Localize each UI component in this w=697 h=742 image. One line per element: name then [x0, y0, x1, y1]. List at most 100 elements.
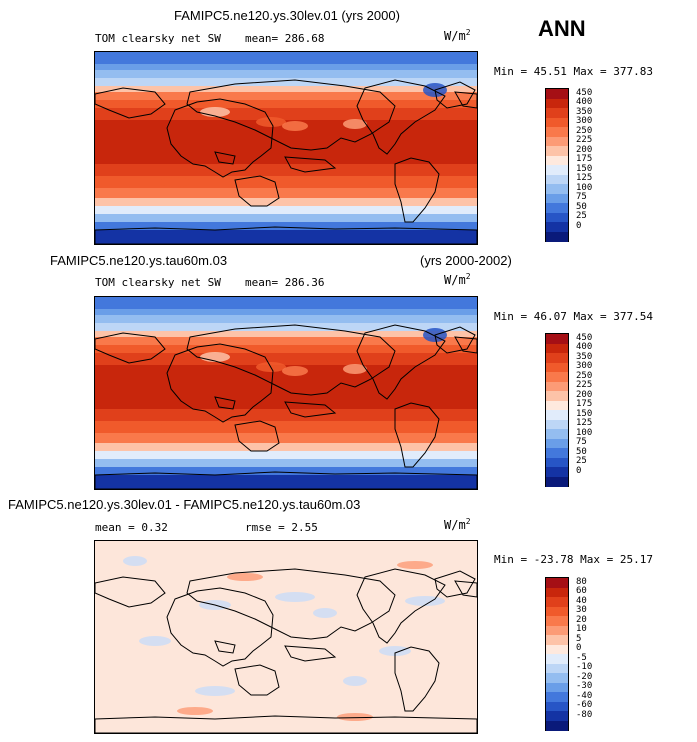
panel-2-minmax: Min = 46.07 Max = 377.54 [494, 310, 653, 323]
colorbar-label: 0 [576, 643, 582, 654]
colorbar-box [546, 127, 568, 137]
map-band [95, 108, 477, 120]
colorbar-label: 200 [576, 389, 593, 400]
coastline [434, 570, 476, 598]
colorbar-label: 125 [576, 173, 593, 184]
map-band [95, 421, 477, 433]
coastline [214, 396, 236, 410]
colorbar-box [546, 381, 568, 392]
colorbar-box [546, 682, 568, 693]
colorbar-label: 175 [576, 154, 593, 165]
coastline [234, 664, 280, 696]
colorbar-box [546, 391, 568, 401]
map-band [95, 230, 477, 244]
colorbar-label: 25 [576, 456, 587, 467]
map-band [95, 188, 477, 198]
map-band [95, 443, 477, 451]
panel-1-subtitle: TOM clearsky net SW [95, 32, 221, 45]
diff-warm-patch [177, 707, 213, 715]
colorbar-box [546, 663, 568, 674]
colorbar-label: 10 [576, 624, 587, 635]
colorbar-box [546, 711, 568, 721]
map-band [95, 164, 477, 176]
panel-2-map [94, 296, 478, 490]
panel-3-colorbar: 80 60 40 30 20 10 5 0 -5 -10 -20 -30 -40 -60 -80 [545, 577, 592, 731]
colorbar-label: 50 [576, 201, 587, 212]
colorbar-label: 75 [576, 437, 587, 448]
map-band [95, 297, 477, 309]
coastline [95, 715, 477, 733]
colorbar-box [546, 174, 568, 185]
colorbar-label: 450 [576, 332, 593, 343]
panel-2-subtitle: TOM clearsky net SW [95, 276, 221, 289]
colorbar-box [546, 578, 568, 588]
map-feature [160, 177, 190, 187]
map-band [95, 52, 477, 64]
diff-patch [313, 608, 337, 618]
map-band [95, 475, 477, 489]
colorbar-label: 125 [576, 418, 593, 429]
coastline [284, 156, 337, 173]
colorbar-label: -30 [576, 681, 593, 692]
panel-3-map [94, 540, 478, 734]
map-band [95, 467, 477, 475]
colorbar-box [546, 654, 568, 664]
diff-patch [343, 676, 367, 686]
colorbar-label: 60 [576, 586, 587, 597]
coastline [186, 79, 396, 151]
colorbar-box [546, 692, 568, 702]
map-band [95, 337, 477, 345]
panel-3-mean: mean = 0.32 [95, 521, 168, 534]
coastline [394, 402, 440, 468]
diff-warm-patch [227, 573, 263, 581]
colorbar-label: 150 [576, 408, 593, 419]
colorbar-label: 40 [576, 595, 587, 606]
coastline [186, 568, 396, 640]
colorbar-box [546, 222, 568, 232]
colorbar-box [546, 203, 568, 213]
colorbar-label: 300 [576, 116, 593, 127]
colorbar-label: -60 [576, 700, 593, 711]
coastline [394, 646, 440, 712]
map-band [95, 92, 477, 100]
colorbar-label: -40 [576, 690, 593, 701]
colorbar-box [546, 165, 568, 175]
colorbar-box [546, 353, 568, 363]
colorbar-box [546, 146, 568, 156]
map-band [95, 459, 477, 467]
colorbar-label: 225 [576, 380, 593, 391]
colorbar-box [546, 184, 568, 194]
colorbar-box [546, 616, 568, 626]
panel-3-minmax: Min = -23.78 Max = 25.17 [494, 553, 653, 566]
colorbar-box [546, 701, 568, 712]
map-band [95, 78, 477, 86]
coastline [356, 324, 446, 400]
map-band [95, 409, 477, 421]
colorbar-box [546, 108, 568, 118]
map-band [95, 70, 477, 78]
colorbar-label: 350 [576, 351, 593, 362]
colorbar-box [546, 587, 568, 598]
panel-1-units: W/m2 [444, 28, 471, 43]
colorbar-box [546, 625, 568, 636]
coastline [394, 157, 440, 223]
coastline [454, 91, 477, 109]
map-band [95, 222, 477, 230]
colorbar-box [546, 457, 568, 468]
colorbar-label: -20 [576, 671, 593, 682]
colorbar-label: 175 [576, 399, 593, 410]
colorbar-label: 25 [576, 211, 587, 222]
coastline [95, 332, 166, 364]
colorbar-box [546, 136, 568, 147]
colorbar-box [546, 362, 568, 373]
coastline [434, 326, 476, 354]
panel-3-map-svg [95, 541, 477, 733]
map-feature [282, 366, 308, 376]
colorbar-box [546, 212, 568, 223]
colorbar-label: -80 [576, 709, 593, 720]
map-band [95, 433, 477, 443]
colorbar-label: 450 [576, 87, 593, 98]
coastline [95, 226, 477, 244]
coastline [454, 336, 477, 354]
map-band [95, 64, 477, 70]
